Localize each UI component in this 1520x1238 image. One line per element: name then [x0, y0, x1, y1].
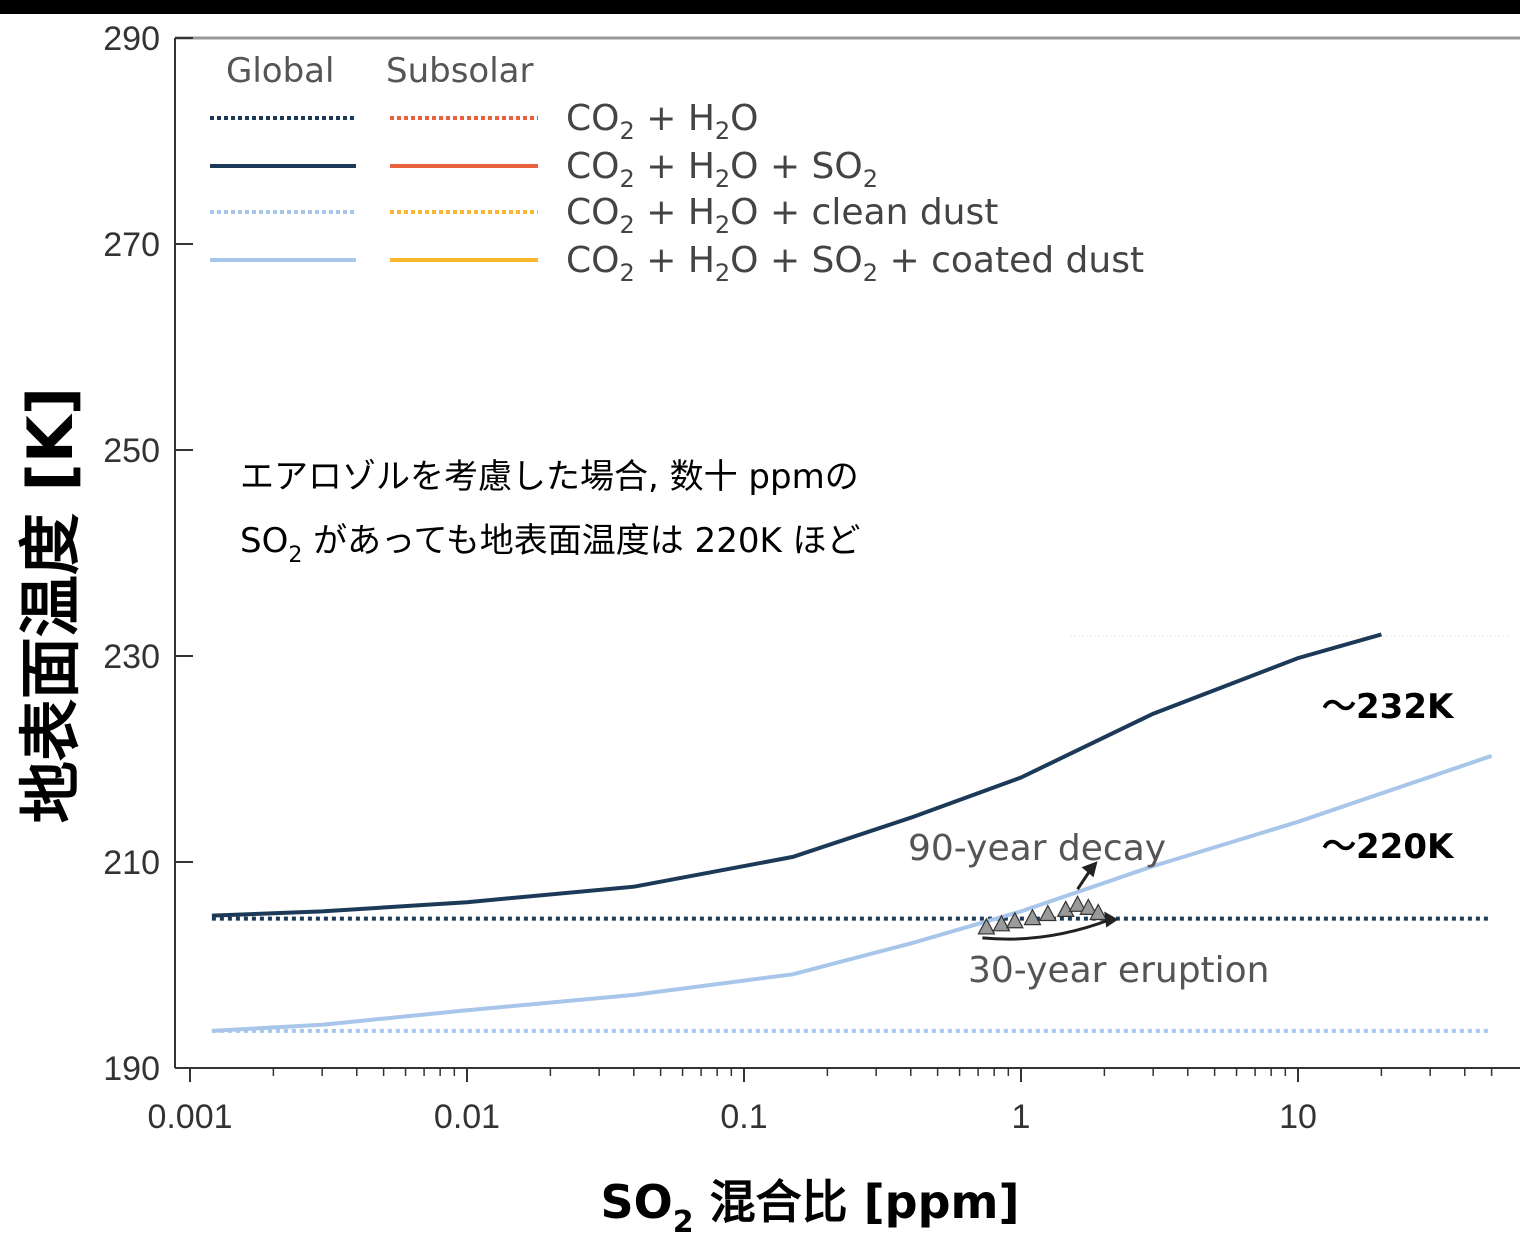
y-tick-label: 250 — [103, 432, 160, 470]
y-ticks: 190 210 230 250 270 290 — [103, 20, 193, 1088]
x-axis-title-so: SO — [601, 1175, 673, 1229]
legend-header-global: Global — [226, 51, 334, 91]
y-tick-label: 230 — [103, 638, 160, 676]
eruption-label: 30-year eruption — [968, 950, 1270, 991]
annotation-rest: があっても地表面温度は 220K ほど — [302, 521, 860, 561]
annotation-note: エアロゾルを考慮した場合, 数十 ppmの SO2 があっても地表面温度は 22… — [240, 457, 861, 568]
end-label-220k: 〜220K — [1322, 827, 1455, 867]
eruption-arrowhead — [1104, 911, 1119, 928]
legend-entry-label: CO2 + H2O — [566, 98, 759, 145]
annotation-line-2: SO2 があっても地表面温度は 220K ほど — [240, 521, 861, 568]
eruption-events — [977, 861, 1119, 941]
y-tick-label: 210 — [103, 844, 160, 882]
annotation-so-subscript: 2 — [288, 543, 302, 568]
x-ticks: 0.001 0.01 0.1 1 10 — [147, 1068, 1493, 1136]
top-border — [0, 0, 1520, 14]
eruption-marker — [1038, 904, 1057, 922]
x-tick-label: 0.01 — [434, 1098, 500, 1136]
eruption-marker — [1079, 898, 1098, 915]
eruption-arrow — [982, 918, 1111, 941]
y-tick-label: 270 — [103, 226, 160, 264]
legend-entry-label: CO2 + H2O + clean dust — [566, 192, 998, 239]
decay-arrowhead — [1081, 861, 1098, 878]
x-tick-label: 0.001 — [147, 1098, 232, 1136]
eruption-marker — [1023, 908, 1042, 926]
decay-label: 90-year decay — [908, 828, 1166, 869]
x-axis-title-rest: 混合比 [ppm] — [694, 1175, 1020, 1229]
data-series — [211, 632, 1493, 1033]
eruption-marker — [1056, 900, 1075, 918]
eruption-marker — [1089, 903, 1108, 921]
y-axis-title: 地表面温度 [K] — [14, 387, 87, 823]
x-tick-label: 1 — [1012, 1098, 1031, 1136]
eruption-marker — [1068, 894, 1087, 912]
legend-entry-label: CO2 + H2O + SO2 + coated dust — [566, 240, 1144, 287]
x-tick-label: 0.1 — [720, 1098, 767, 1136]
x-axis-title-subscript: 2 — [673, 1205, 694, 1238]
eruption-marker — [1005, 911, 1024, 929]
eruption-marker — [977, 917, 996, 935]
annotation-line-1: エアロゾルを考慮した場合, 数十 ppmの — [240, 457, 859, 497]
eruption-marker — [992, 914, 1011, 932]
legend-entry-label: CO2 + H2O + SO2 — [566, 146, 878, 193]
annotation-so: SO — [240, 521, 288, 561]
x-tick-label: 10 — [1279, 1098, 1317, 1136]
end-label-232k: 〜232K — [1322, 687, 1455, 727]
series-line-3 — [211, 754, 1493, 1033]
x-axis-title: SO2 混合比 [ppm] — [601, 1175, 1020, 1238]
y-tick-label: 290 — [103, 20, 160, 58]
series-line-1 — [211, 632, 1382, 918]
legend-header-subsolar: Subsolar — [386, 51, 534, 91]
decay-arrow — [1076, 870, 1091, 891]
y-tick-label: 190 — [103, 1050, 160, 1088]
